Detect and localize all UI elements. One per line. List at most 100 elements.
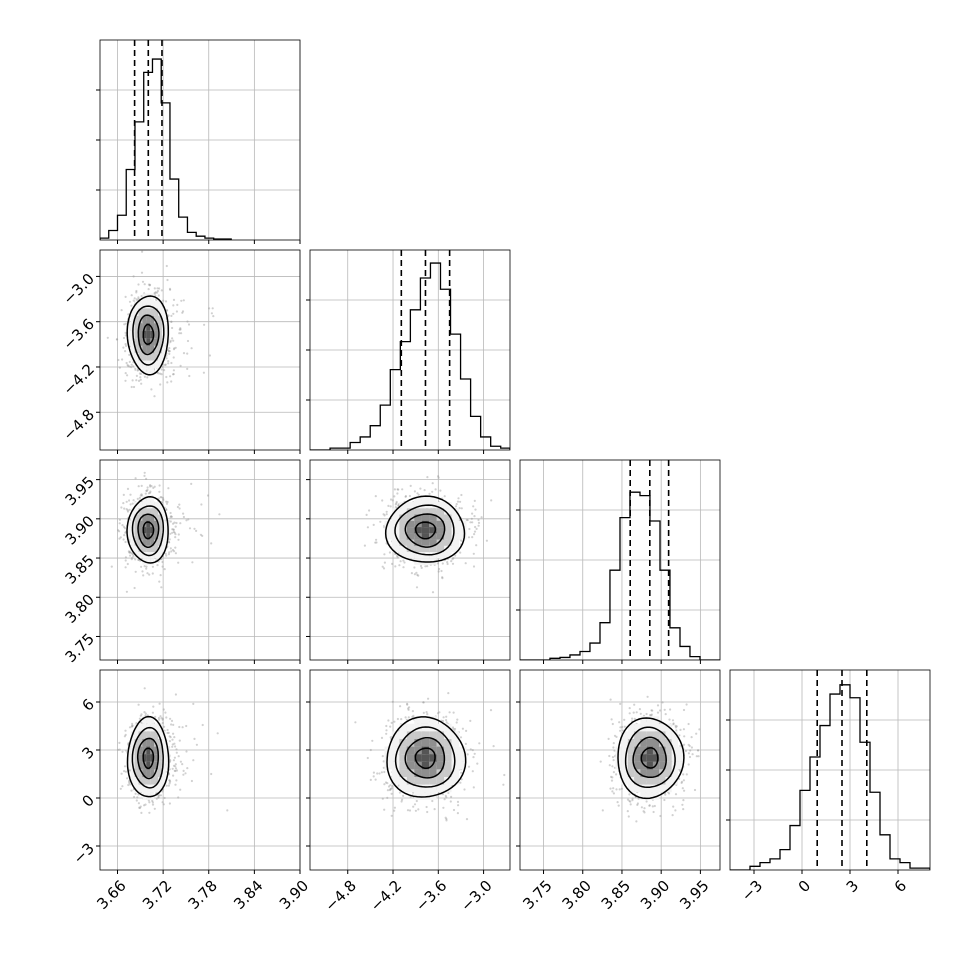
sample-point — [162, 803, 165, 806]
sample-point — [374, 778, 377, 781]
sample-point — [208, 354, 211, 357]
sample-point — [153, 807, 156, 810]
sample-point — [438, 711, 441, 714]
sample-point — [393, 495, 396, 498]
density-cell — [429, 527, 437, 534]
sample-point — [180, 299, 183, 302]
sample-point — [158, 794, 161, 797]
sample-point — [389, 736, 392, 739]
density-cell — [154, 301, 158, 309]
density-cell — [146, 716, 151, 724]
sample-point — [124, 540, 127, 544]
density-cell — [138, 323, 143, 331]
sample-point — [117, 748, 120, 751]
sample-point — [200, 503, 203, 506]
contour-line — [126, 295, 170, 376]
sample-point — [128, 769, 131, 772]
sample-point — [130, 558, 133, 561]
sample-point — [396, 717, 399, 721]
sample-point — [128, 726, 132, 729]
sample-point — [437, 476, 440, 479]
sample-point — [208, 307, 211, 310]
density-cell — [138, 777, 143, 785]
sample-point — [401, 798, 404, 801]
density-cell — [429, 533, 437, 540]
sample-point — [386, 782, 389, 785]
sample-point — [383, 514, 386, 517]
contour-line — [137, 314, 160, 356]
sample-point — [139, 376, 142, 379]
density-cell — [399, 527, 407, 534]
density-cell — [429, 539, 437, 546]
sample-point — [170, 361, 173, 365]
sample-point — [133, 586, 136, 590]
sample-point — [372, 775, 375, 778]
density-cell — [451, 539, 460, 546]
sample-point — [390, 787, 393, 790]
sample-point — [165, 309, 168, 312]
density-cell — [130, 777, 135, 785]
sample-point — [386, 796, 389, 800]
sample-point — [478, 742, 481, 745]
density-cell — [421, 539, 430, 546]
sample-point — [143, 804, 146, 807]
sample-point — [396, 488, 399, 491]
sample-point — [460, 507, 463, 510]
density-cell — [146, 739, 151, 747]
sample-point — [475, 544, 478, 547]
density-cell — [158, 353, 162, 361]
sample-point — [182, 515, 185, 519]
sample-point — [450, 795, 453, 799]
sample-point — [150, 485, 153, 488]
sample-point — [177, 796, 180, 799]
sample-point — [425, 711, 428, 714]
sample-point — [174, 765, 177, 768]
density-cell — [429, 514, 437, 521]
sample-point — [124, 566, 127, 569]
sample-point — [422, 701, 425, 704]
sample-point — [154, 294, 157, 297]
density-cell — [161, 761, 166, 770]
sample-point — [389, 787, 392, 790]
sample-point — [427, 697, 430, 700]
sample-point — [141, 570, 144, 573]
density-cell — [154, 315, 158, 324]
density-cell — [142, 754, 147, 762]
density-cell — [142, 353, 147, 361]
sample-point — [130, 789, 133, 792]
density-cell — [134, 330, 139, 339]
sample-point — [374, 541, 377, 544]
sample-point — [126, 363, 129, 367]
sample-point — [182, 512, 185, 515]
sample-point — [471, 749, 474, 752]
density-cell — [142, 723, 147, 732]
sample-point — [390, 814, 393, 817]
sample-point — [164, 363, 167, 366]
sample-point — [165, 716, 168, 719]
sample-point — [452, 711, 455, 714]
sample-point — [123, 534, 126, 537]
density-cell — [142, 315, 147, 324]
density-cell — [134, 301, 139, 309]
sample-point — [442, 719, 445, 723]
sample-point — [153, 485, 156, 488]
sample-point — [158, 718, 161, 721]
density-cell — [158, 739, 162, 747]
sample-point — [117, 358, 120, 362]
density-cell — [165, 761, 170, 770]
sample-point — [459, 781, 462, 784]
sample-point — [168, 551, 171, 554]
sample-point — [477, 524, 480, 527]
density-cell — [444, 508, 452, 515]
density-cell — [451, 514, 460, 521]
sample-point — [131, 379, 134, 382]
sample-point — [131, 556, 134, 559]
sample-point — [145, 477, 148, 480]
sample-point — [121, 524, 124, 527]
sample-point — [399, 560, 402, 563]
density-cell — [142, 716, 147, 724]
contour-line — [384, 495, 466, 563]
sample-point — [158, 287, 161, 290]
density-cell — [451, 533, 460, 540]
density-cell — [436, 552, 445, 559]
